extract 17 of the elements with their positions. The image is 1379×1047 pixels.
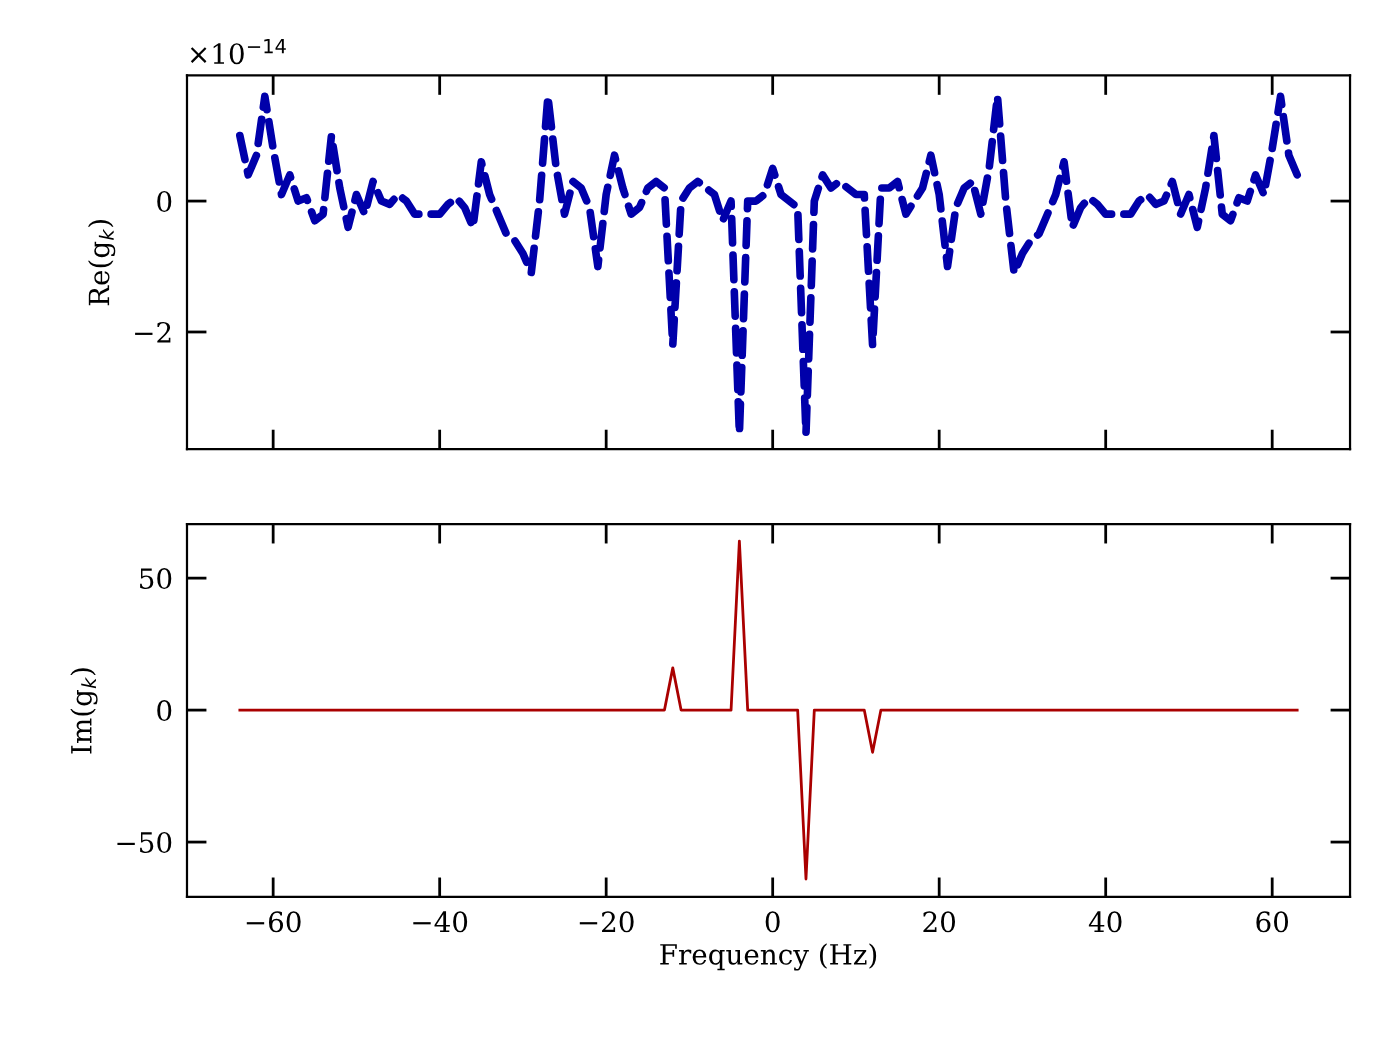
y-tick-label: 0 <box>157 191 172 213</box>
y-tick-label: −2 <box>135 321 171 343</box>
x-tick-label: 40 <box>1088 911 1122 933</box>
x-tick-label: 60 <box>1256 911 1289 933</box>
y-tick-label: 50 <box>140 568 172 590</box>
x-tick-label: −60 <box>246 911 301 933</box>
y-axis-title: Im(g$_{k}$) <box>70 668 98 754</box>
y-tick-label: −50 <box>117 832 172 854</box>
x-tick-label: 0 <box>765 911 780 933</box>
x-tick-label: −20 <box>579 911 634 933</box>
x-tick-label: −40 <box>413 911 468 933</box>
x-tick-label: 20 <box>923 911 956 933</box>
y-tick-label: 0 <box>157 700 172 722</box>
text: ×10$^{−14}$ <box>190 39 286 65</box>
line-series <box>238 539 1299 881</box>
y-axis-title: Re(g$_{k}$) <box>87 219 116 306</box>
x-axis-title: Frequency (Hz) <box>660 943 877 971</box>
